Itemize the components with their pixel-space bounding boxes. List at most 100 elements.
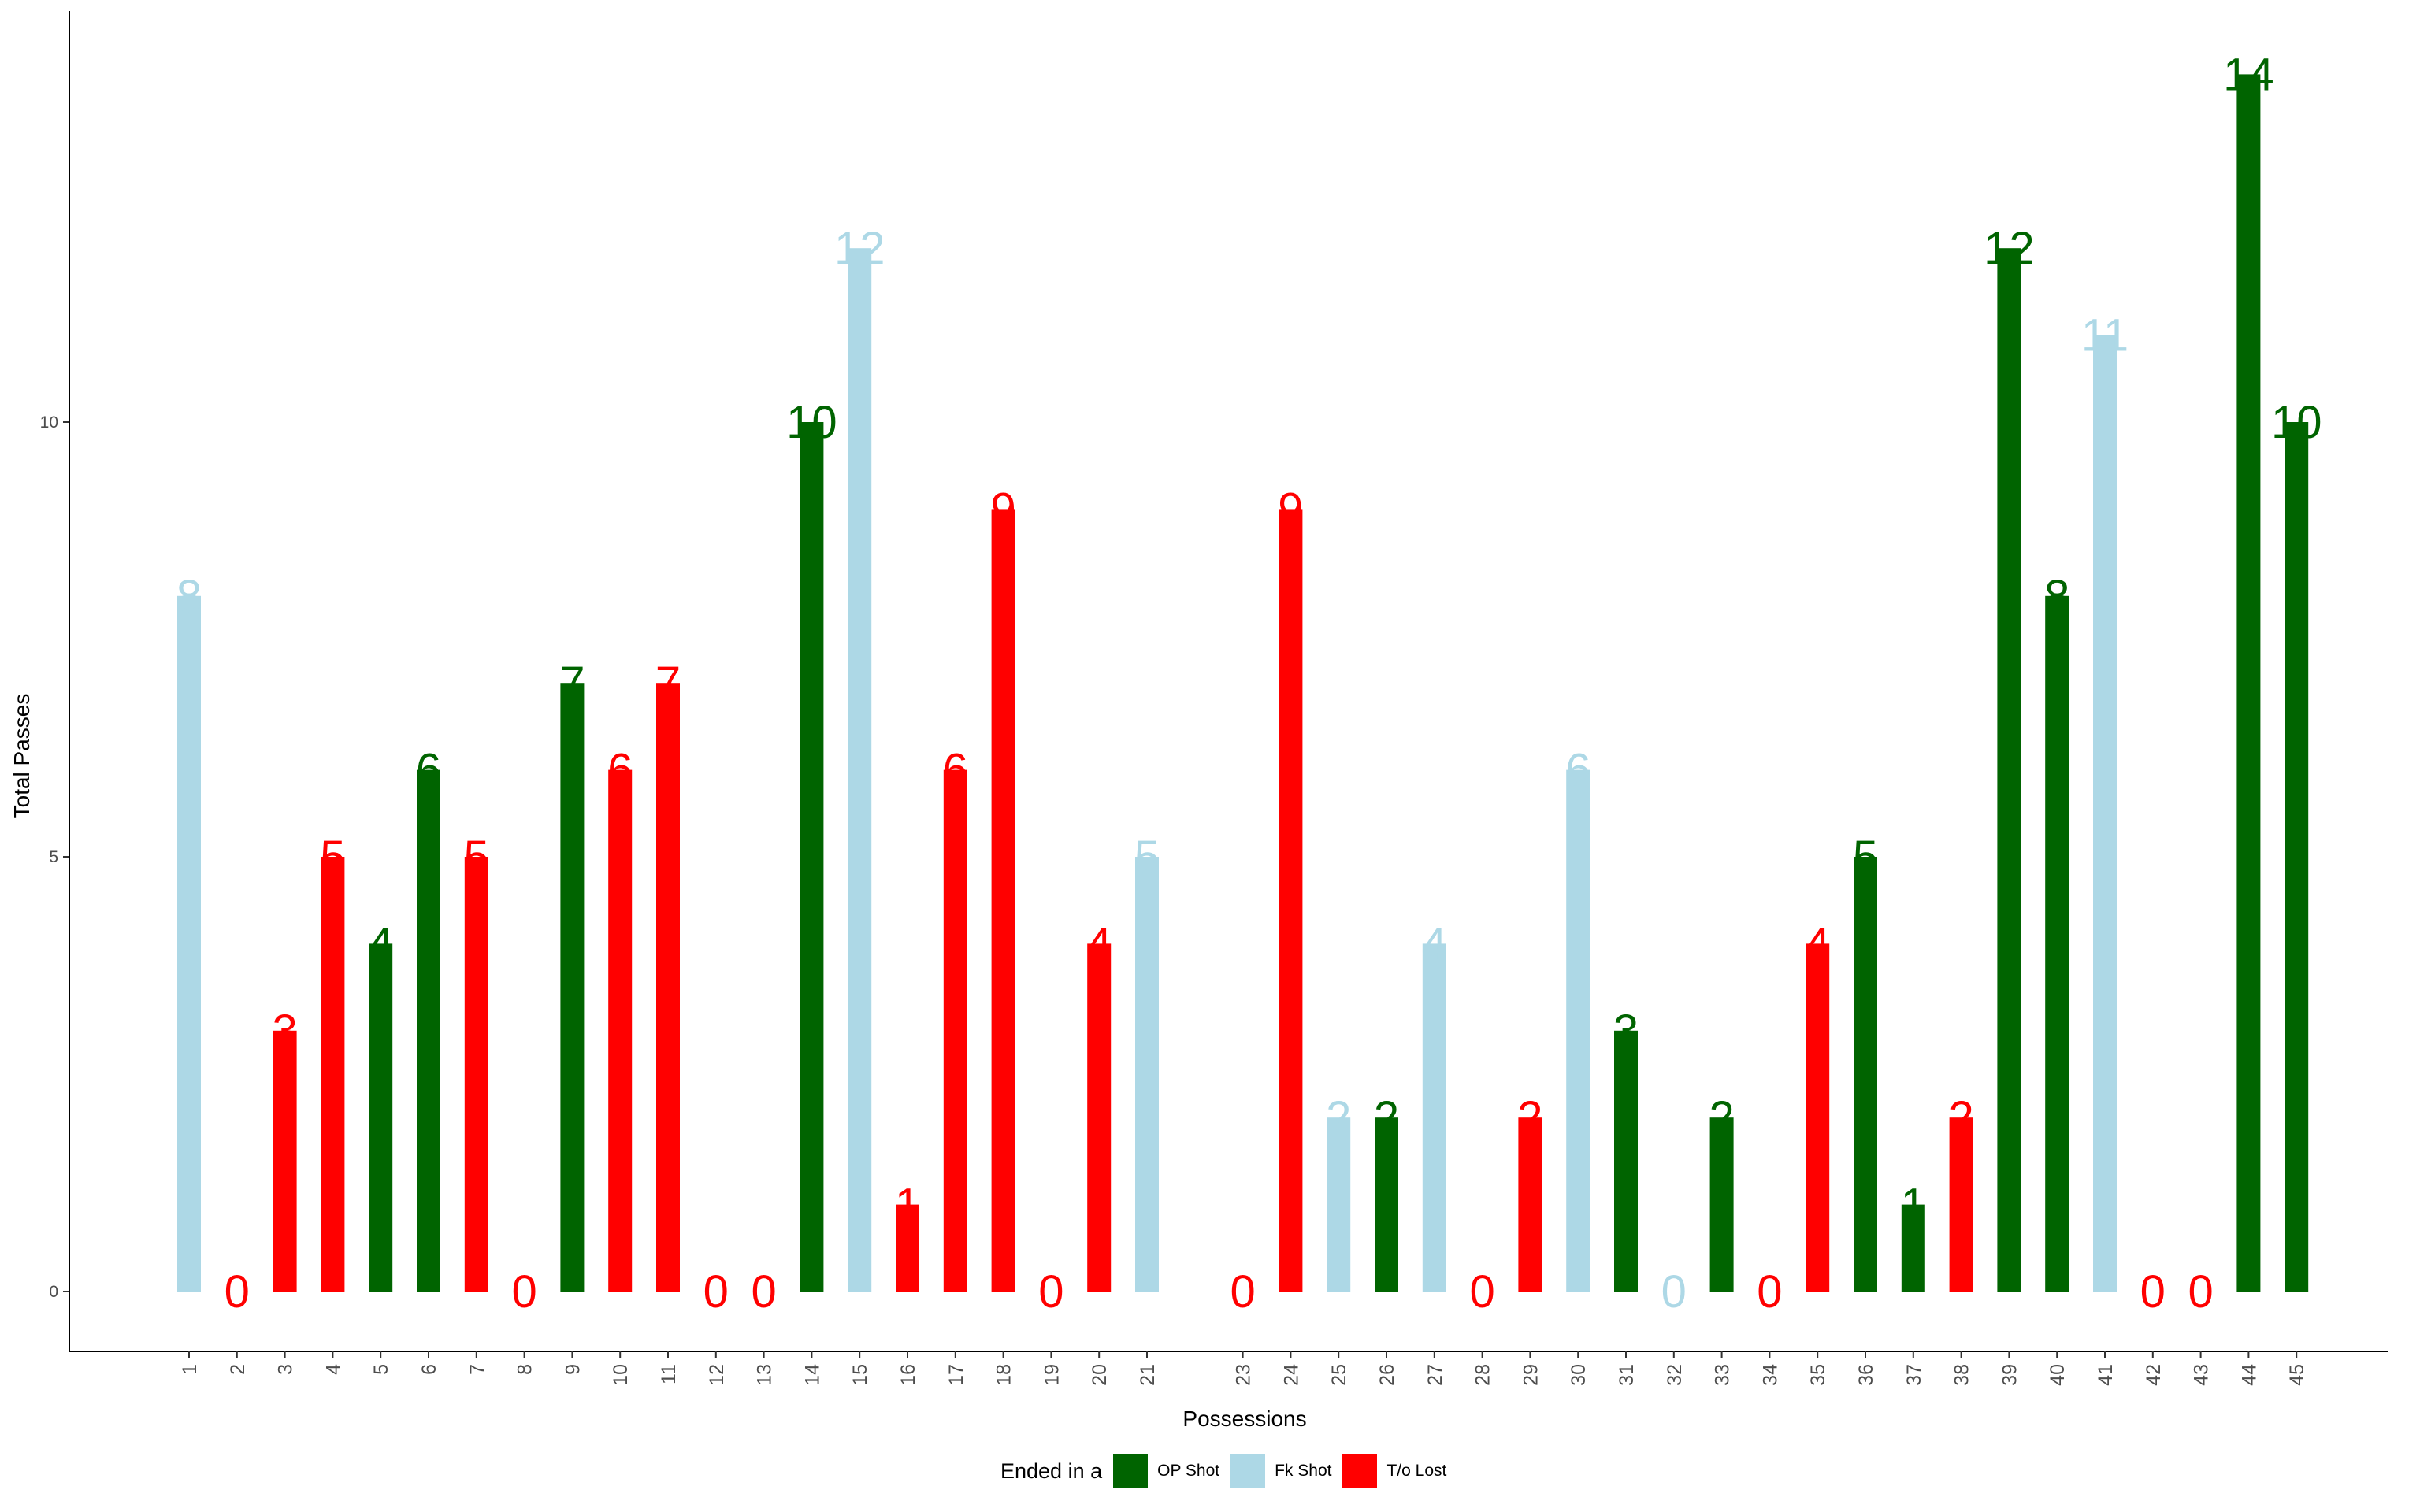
y-tick-label: 10 (40, 413, 58, 432)
x-tick-label: 31 (1616, 1364, 1638, 1386)
bar (417, 769, 440, 1292)
x-tick-label: 15 (849, 1364, 871, 1386)
data-label: 12 (1984, 223, 2035, 274)
x-tick-label: 45 (2286, 1364, 2308, 1386)
x-tick-label: 5 (370, 1364, 392, 1375)
bar (848, 248, 872, 1292)
data-label: 4 (1422, 918, 1447, 969)
data-label: 2 (1948, 1092, 1973, 1143)
data-label: 6 (943, 745, 968, 796)
x-tick-label: 35 (1807, 1364, 1829, 1386)
legend-swatch-fk-shot (1230, 1454, 1266, 1488)
x-tick-label: 39 (1999, 1364, 2021, 1386)
data-label: 6 (416, 745, 441, 796)
bar (608, 769, 633, 1292)
x-tick-label: 41 (2095, 1364, 2117, 1386)
x-tick-label: 24 (1280, 1364, 1302, 1386)
data-label: 12 (834, 223, 885, 274)
data-label: 0 (511, 1266, 536, 1317)
data-label: 10 (786, 397, 837, 448)
data-label: 1 (1901, 1180, 1926, 1231)
x-tick-label: 37 (1903, 1364, 1925, 1386)
bar (1854, 857, 1877, 1292)
x-tick-label: 21 (1137, 1364, 1159, 1386)
x-tick-label: 9 (562, 1364, 584, 1375)
x-tick-label: 3 (275, 1364, 297, 1375)
data-label: 14 (2223, 49, 2274, 100)
x-tick-label: 32 (1664, 1364, 1686, 1386)
x-tick-label: 26 (1376, 1364, 1398, 1386)
legend-label-to-lost: T/o Lost (1386, 1462, 1447, 1480)
x-tick-label: 19 (1041, 1364, 1063, 1386)
bar (2285, 422, 2309, 1292)
x-tick-label: 16 (897, 1364, 919, 1386)
x-tick-label: 38 (1951, 1364, 1973, 1386)
data-label: 0 (2140, 1266, 2166, 1317)
x-tick-label: 43 (2191, 1364, 2213, 1386)
bar (2236, 74, 2261, 1292)
bar (1709, 1117, 1734, 1292)
x-tick-label: 18 (993, 1364, 1015, 1386)
legend-item-op-shot: OP Shot (1113, 1454, 1219, 1488)
data-label: 2 (1374, 1092, 1399, 1143)
data-label: 0 (2188, 1266, 2213, 1317)
data-label: 5 (464, 832, 489, 883)
data-label: 5 (1853, 832, 1878, 883)
x-tick-label: 40 (2047, 1364, 2069, 1386)
data-label: 8 (176, 571, 202, 622)
bar (464, 857, 488, 1292)
x-tick-label: 27 (1424, 1364, 1446, 1386)
data-label: 0 (1757, 1266, 1782, 1317)
data-label: 3 (272, 1006, 297, 1057)
data-label: 2 (1326, 1092, 1351, 1143)
x-tick-label: 6 (418, 1364, 440, 1375)
data-label: 11 (2081, 310, 2129, 361)
x-tick-label: 28 (1472, 1364, 1494, 1386)
bar (1901, 1204, 1925, 1292)
legend-title: Ended in a (1000, 1458, 1103, 1483)
x-axis-ticks: 1 2 3 4 5 6 7 8 9 10 11 12 13 14 15 16 17 18 19 20 21 23 24 25 2… (179, 1351, 2308, 1386)
data-label: 0 (1038, 1266, 1063, 1317)
bar (273, 1030, 297, 1292)
data-label: 7 (559, 658, 585, 709)
bar (177, 595, 201, 1292)
data-label: 4 (368, 918, 393, 969)
x-tick-label: 4 (322, 1364, 344, 1375)
data-label: 3 (1613, 1006, 1639, 1057)
legend-item-fk-shot: Fk Shot (1230, 1454, 1331, 1488)
x-tick-label: 42 (2143, 1364, 2165, 1386)
bar (943, 769, 967, 1292)
x-tick-label: 30 (1568, 1364, 1590, 1386)
data-label: 5 (1134, 832, 1160, 883)
x-tick-label: 2 (227, 1364, 249, 1375)
y-axis-title: Total Passes (9, 693, 34, 819)
data-label: 6 (1565, 745, 1590, 796)
x-tick-label: 14 (801, 1364, 823, 1386)
bar (1997, 248, 2021, 1292)
data-label: 2 (1709, 1092, 1734, 1143)
bar (991, 509, 1015, 1292)
x-tick-label: 33 (1712, 1364, 1734, 1386)
x-tick-label: 17 (945, 1364, 967, 1386)
x-tick-label: 7 (466, 1364, 488, 1375)
x-tick-label: 23 (1233, 1364, 1255, 1386)
x-tick-label: 20 (1089, 1364, 1111, 1386)
data-label: 10 (2271, 397, 2322, 448)
bar (1422, 943, 1446, 1292)
x-tick-label: 8 (514, 1364, 536, 1375)
data-label: 5 (320, 832, 345, 883)
bar (1327, 1117, 1351, 1292)
bar (1375, 1117, 1398, 1292)
data-label: 0 (703, 1266, 729, 1317)
legend-label-op-shot: OP Shot (1157, 1462, 1220, 1480)
y-tick-label: 5 (49, 848, 58, 866)
data-label: 0 (225, 1266, 250, 1317)
data-label: 0 (751, 1266, 776, 1317)
data-label: 0 (1230, 1266, 1255, 1317)
bar (2045, 595, 2069, 1292)
bar (1279, 509, 1303, 1292)
x-tick-label: 1 (179, 1364, 201, 1375)
data-label: 7 (655, 658, 681, 709)
